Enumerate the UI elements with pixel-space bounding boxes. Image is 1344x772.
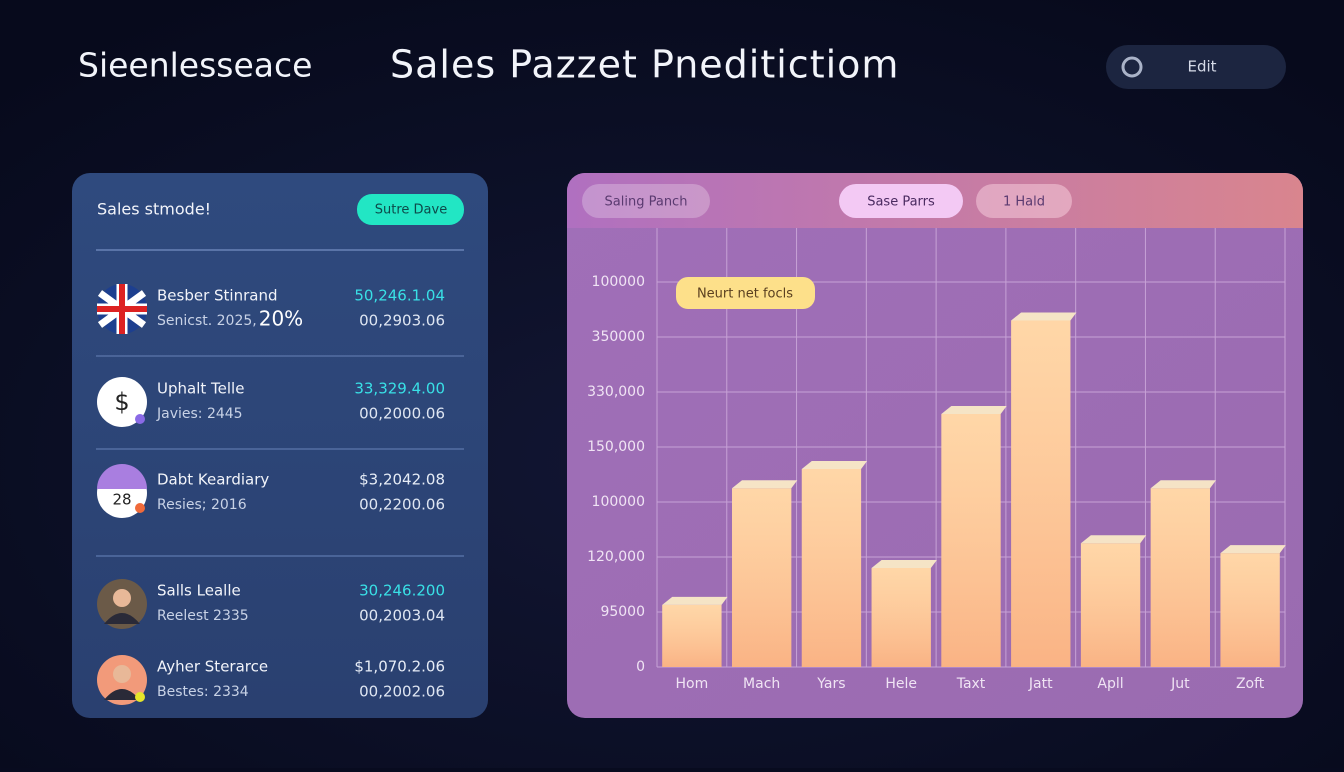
page-title: Sales Pazzet Pneditictiom	[390, 43, 899, 87]
bar-shade	[871, 568, 931, 667]
y-tick-label: 100000	[592, 274, 645, 290]
item-sub: Javies: 2445	[156, 406, 243, 422]
item-badge: 20%	[259, 307, 303, 331]
item-name: Dabt Keardiary	[157, 471, 269, 489]
item-sub: Resies; 2016	[157, 497, 247, 513]
calendar-day: 28	[112, 491, 131, 509]
x-tick-label: Taxt	[956, 676, 986, 692]
avatar-head	[113, 665, 131, 683]
badge-dot	[135, 692, 145, 702]
edit-label[interactable]: Edit	[1187, 58, 1216, 76]
item-value: $3,2042.08	[359, 471, 445, 489]
bar-shade	[801, 469, 862, 667]
bar-top	[801, 461, 868, 469]
dollar-glyph: $	[114, 388, 129, 416]
y-tick-label: 95000	[600, 604, 645, 620]
bar-top	[871, 560, 937, 568]
dollar-icon	[97, 377, 147, 427]
calendar-top	[97, 464, 147, 489]
item-sub: Senicst. 2025,	[157, 313, 257, 329]
chart-tab-label[interactable]: Saling Panch	[605, 195, 688, 210]
model-panel	[72, 173, 488, 718]
item-sub: Bestes: 2334	[157, 684, 249, 700]
badge-dot	[135, 414, 145, 424]
x-tick-label: Hom	[676, 676, 709, 692]
panel-button[interactable]	[357, 194, 464, 225]
bar-shade	[732, 488, 792, 667]
chart-tab[interactable]	[582, 184, 710, 218]
brand: Sieenlesseace	[78, 46, 312, 85]
edit-button[interactable]	[1106, 45, 1286, 89]
item-value2: 00,2003.04	[359, 607, 445, 625]
avatar-body	[104, 613, 140, 624]
item-name: Salls Lealle	[157, 582, 241, 600]
chart-tab-label[interactable]: Sase Parrs	[867, 195, 935, 210]
bar-shade	[662, 604, 722, 667]
x-tick-label: Mach	[743, 676, 780, 692]
bar-shade	[1150, 488, 1210, 667]
bar-shade	[1080, 543, 1141, 667]
annotation: Neurt net focls	[697, 287, 793, 302]
bar-top	[941, 406, 1007, 414]
bar-shade	[1220, 553, 1280, 667]
bar-top	[1150, 480, 1216, 489]
item-value2: 00,2200.06	[359, 496, 445, 514]
item-value: 33,329.4.00	[354, 380, 445, 398]
item-sub: Reelest 2335	[157, 608, 249, 624]
chart-tab[interactable]	[839, 184, 963, 218]
bar-top	[732, 480, 798, 489]
item-value: 30,246.200	[359, 582, 445, 600]
y-tick-label: 150,000	[587, 439, 645, 455]
bar-top	[1011, 312, 1077, 321]
item-value2: 00,2002.06	[359, 683, 445, 701]
x-tick-label: Hele	[885, 676, 917, 692]
panel-button-label[interactable]: Sutre Dave	[375, 203, 447, 218]
bar-shade	[941, 414, 1001, 667]
x-tick-label: Jatt	[1028, 676, 1053, 692]
bar-top	[1220, 545, 1286, 554]
y-tick-label: 330,000	[587, 384, 645, 400]
item-value2: 00,2000.06	[359, 405, 445, 423]
x-tick-label: Zoft	[1236, 676, 1265, 692]
y-tick-label: 100000	[592, 494, 645, 510]
avatar-head	[113, 589, 131, 607]
item-name: Uphalt Telle	[157, 380, 244, 398]
bar-top	[662, 596, 728, 605]
bar-shade	[1011, 320, 1071, 667]
annotation-bg	[676, 277, 815, 309]
bar-top	[1080, 535, 1147, 544]
x-tick-label: Apll	[1097, 676, 1123, 692]
avatar-body	[104, 689, 140, 700]
item-name: Ayher Sterarce	[157, 658, 268, 676]
edit-icon	[1121, 56, 1143, 78]
chart-tab[interactable]	[976, 184, 1072, 218]
y-tick-label: 0	[636, 659, 645, 675]
item-value2: 00,2903.06	[359, 312, 445, 330]
chart-tab-label[interactable]: 1 Hald	[1003, 195, 1045, 210]
item-value: $1,070.2.06	[354, 658, 445, 676]
x-tick-label: Jut	[1170, 676, 1190, 692]
flag-cross	[97, 284, 147, 334]
y-tick-label: 120,000	[587, 549, 645, 565]
item-name: Besber Stinrand	[157, 287, 277, 305]
panel-title: Sales stmode!	[97, 200, 211, 219]
item-value: 50,246.1.04	[354, 287, 445, 305]
x-tick-label: Yars	[816, 676, 845, 692]
badge-dot	[135, 503, 145, 513]
y-tick-label: 350000	[592, 329, 645, 345]
